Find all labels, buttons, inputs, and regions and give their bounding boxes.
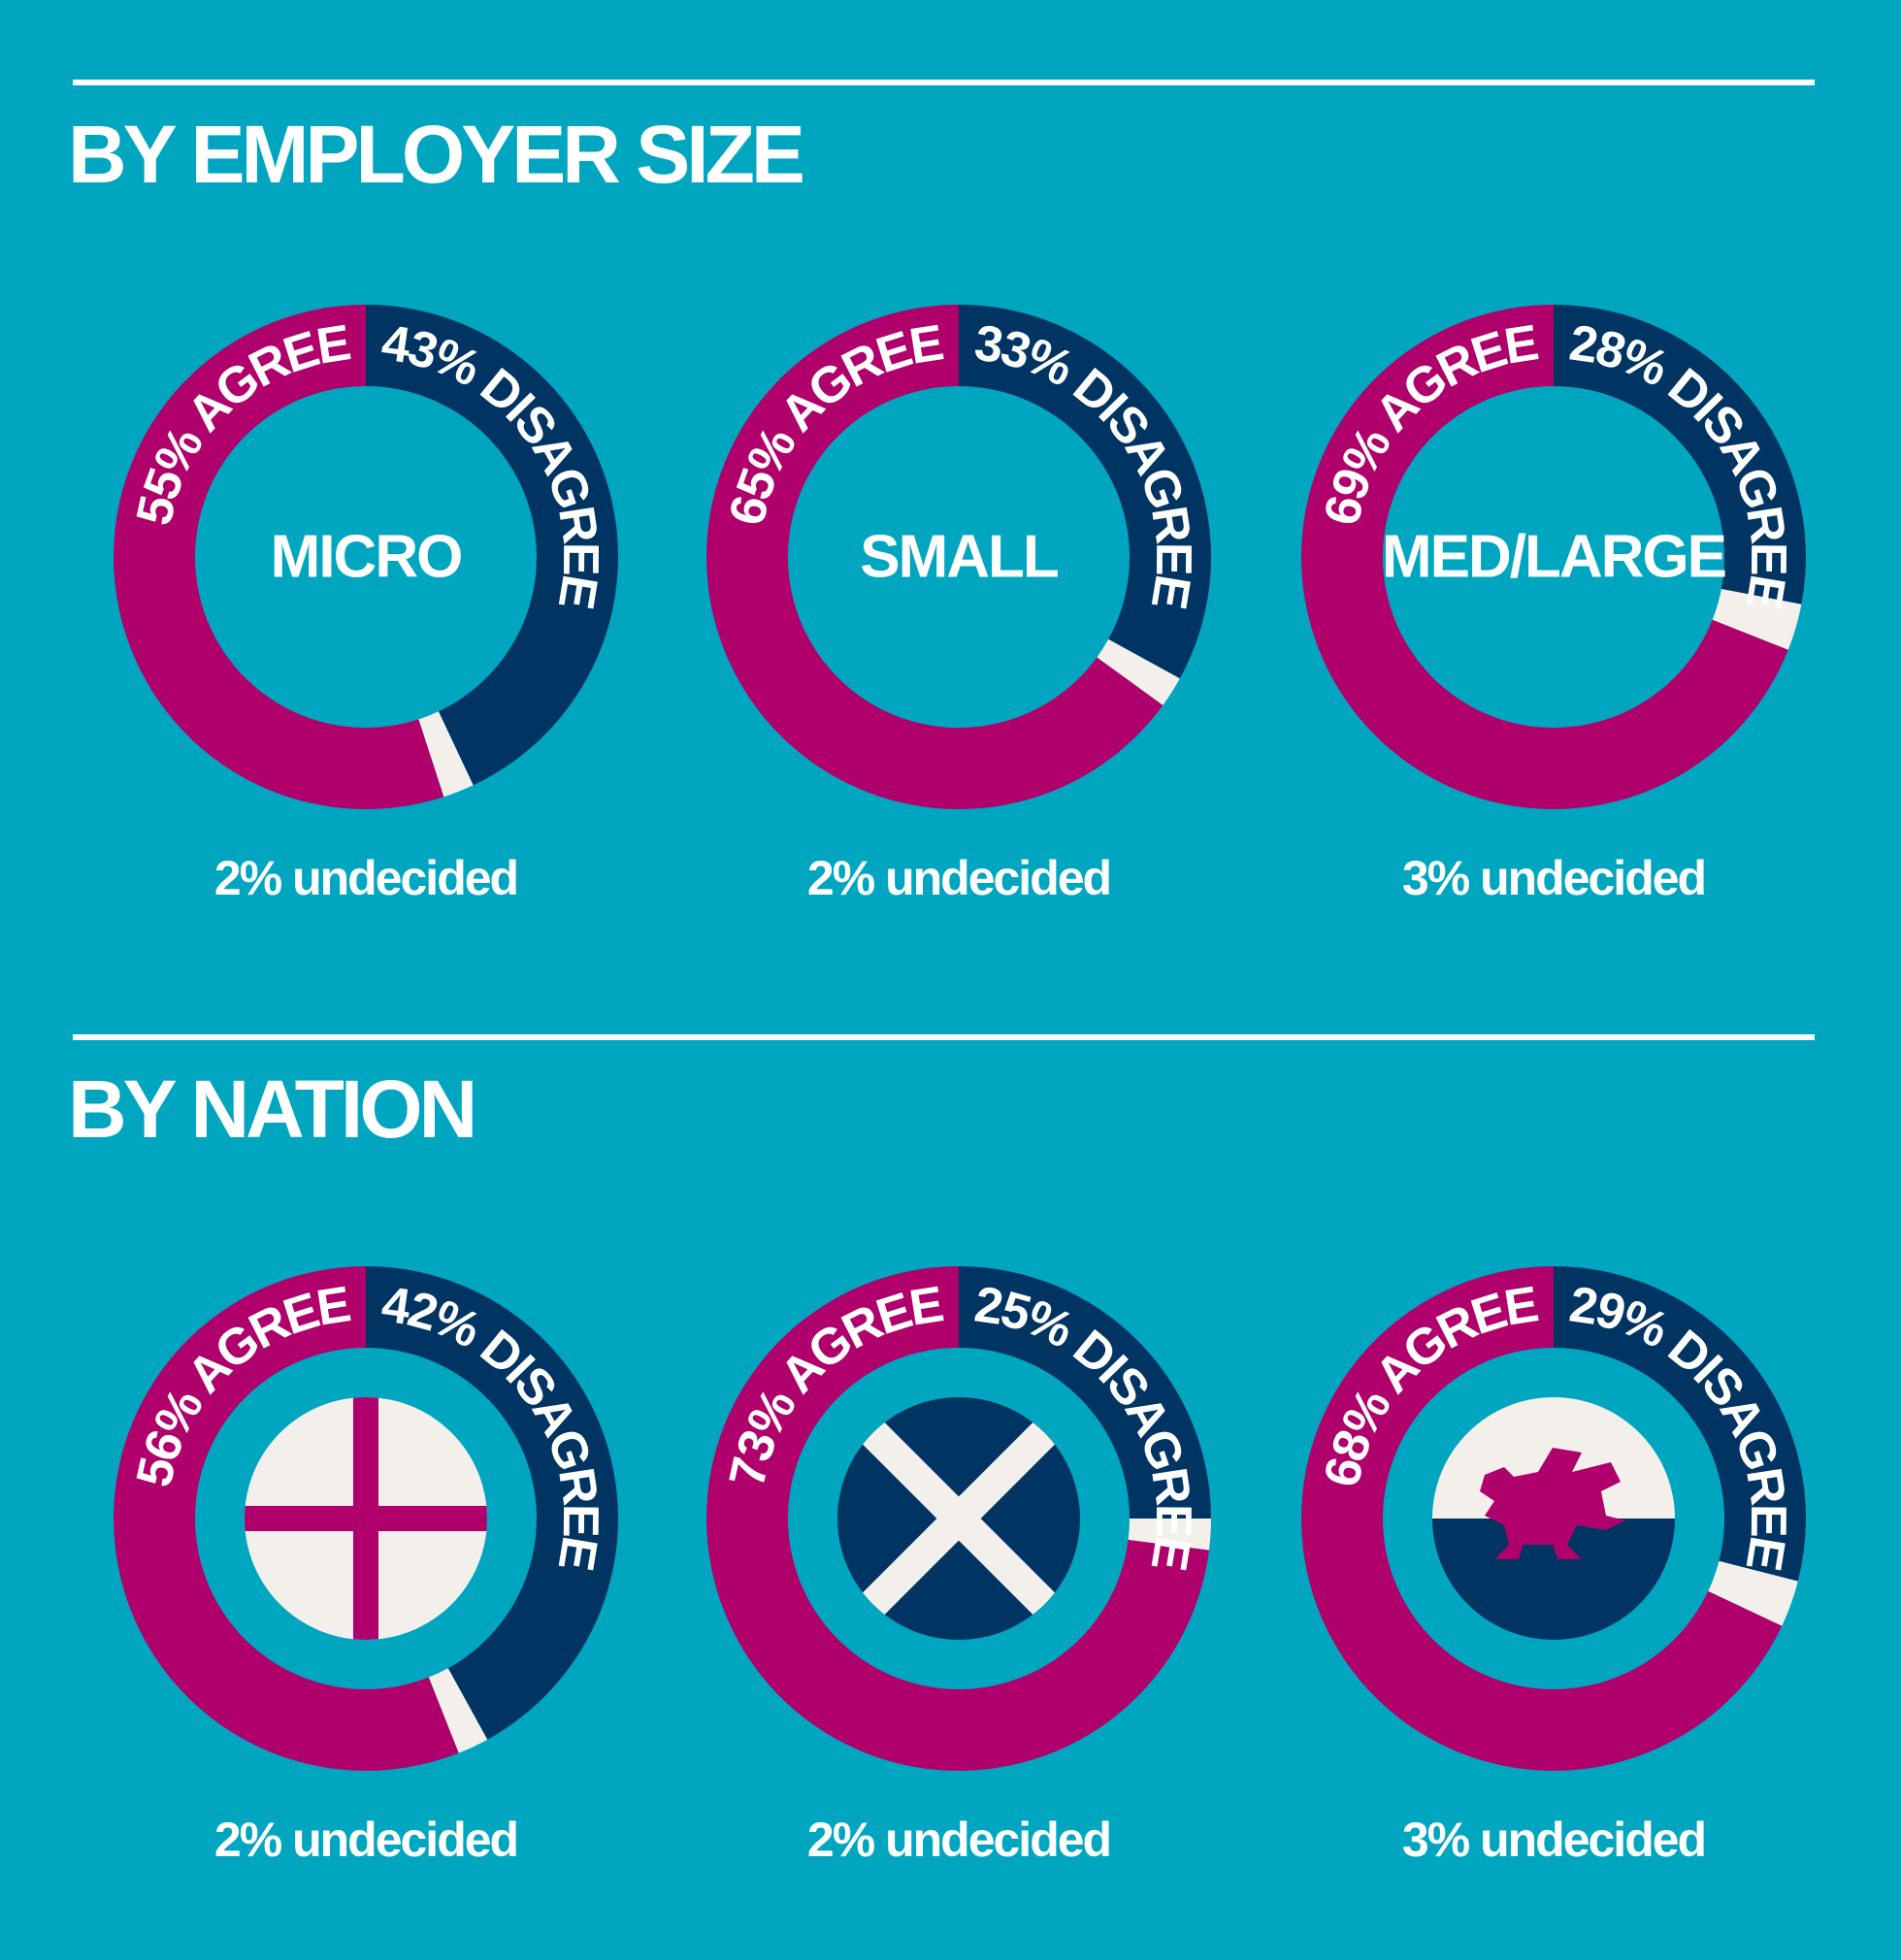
undecided-label: 3% undecided <box>1402 851 1705 905</box>
donut-segment <box>1301 1266 1783 1772</box>
donut-segment <box>114 305 444 809</box>
undecided-label: 2% undecided <box>214 851 517 905</box>
section-title: BY NATION <box>68 1063 474 1155</box>
section-title: BY EMPLOYER SIZE <box>68 109 803 200</box>
donut-segment <box>705 305 1164 810</box>
donut-segment <box>418 711 474 798</box>
donut-center-label: MED/LARGE <box>1382 523 1725 590</box>
donut-segment <box>1708 1560 1798 1626</box>
donut-segment <box>366 1266 618 1740</box>
donut-segment <box>959 1266 1211 1519</box>
donut-segment <box>428 1668 488 1753</box>
undecided-label: 2% undecided <box>807 1813 1110 1867</box>
donut-center-label: MICRO <box>271 523 462 590</box>
donut-segment <box>1097 638 1180 705</box>
undecided-label: 3% undecided <box>1402 1813 1705 1867</box>
donut-segment <box>1301 305 1788 809</box>
donut-segment <box>1554 305 1806 604</box>
donut-segment <box>1712 588 1802 650</box>
undecided-label: 2% undecided <box>214 1813 517 1867</box>
donut-segment <box>1554 1266 1807 1582</box>
wales-flag <box>1432 1397 1675 1640</box>
donut-segment <box>366 305 618 786</box>
donut-segment <box>959 305 1211 679</box>
england-flag <box>245 1397 487 1640</box>
donut-segment <box>705 1266 1209 1771</box>
donut-center-label: SMALL <box>860 523 1058 590</box>
undecided-label: 2% undecided <box>807 851 1110 905</box>
donut-segment <box>114 1266 459 1771</box>
donut-segment <box>1128 1519 1211 1551</box>
